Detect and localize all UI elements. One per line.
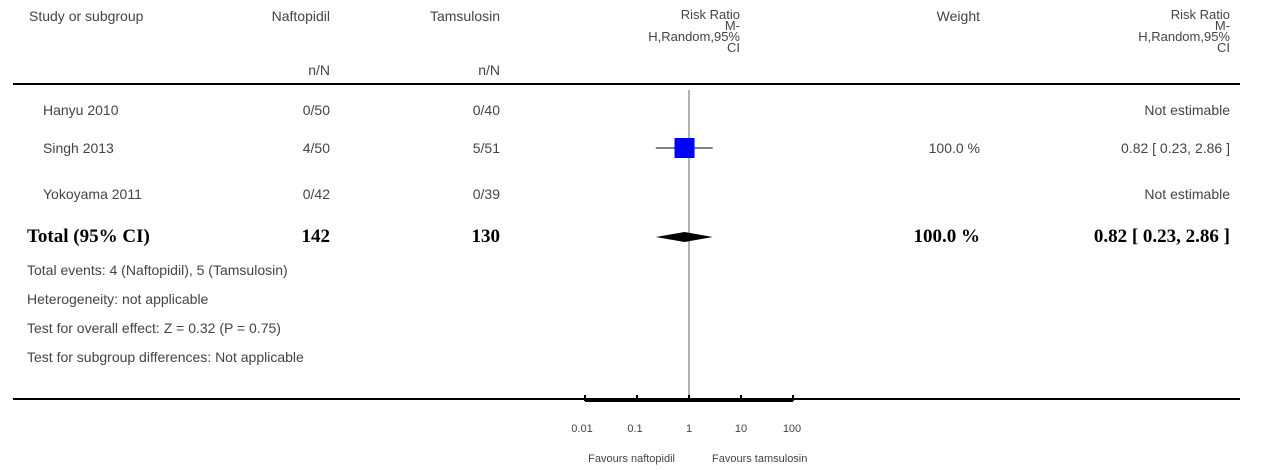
total-ci-text: 0.82 [ 0.23, 2.86 ] <box>1093 226 1230 247</box>
header-naftopidil: Naftopidil <box>271 8 330 24</box>
header-risk-ratio-text: Risk Ratio M- H,Random,95% CI <box>1138 7 1230 55</box>
footnote-overall-effect: Test for overall effect: Z = 0.32 (P = 0… <box>27 320 281 336</box>
bottom-divider <box>13 398 1240 400</box>
tick-label: 0.01 <box>571 423 593 435</box>
header-nN-tamsulosin: n/N <box>478 62 500 78</box>
header-study: Study or subgroup <box>29 8 144 24</box>
study-name: Hanyu 2010 <box>43 102 119 118</box>
tick-label: 100 <box>782 423 802 435</box>
naftopidil-events: 0/50 <box>302 102 330 118</box>
pooled-effect-diamond <box>655 232 713 242</box>
header-divider <box>13 83 1240 85</box>
tick-label: 1 <box>685 423 693 435</box>
study-name: Singh 2013 <box>43 140 114 156</box>
favours-tamsulosin-label: Favours tamsulosin <box>712 453 808 465</box>
naftopidil-events: 0/42 <box>302 186 330 202</box>
study-name: Yokoyama 2011 <box>43 186 142 202</box>
favours-naftopidil-label: Favours naftopidil <box>588 453 675 465</box>
total-tamsulosin: 130 <box>471 226 501 247</box>
footnote-total-events: Total events: 4 (Naftopidil), 5 (Tamsulo… <box>27 262 288 278</box>
tick-label: 0.1 <box>627 423 643 435</box>
tick-label: 10 <box>734 423 748 435</box>
study-ci-text: Not estimable <box>1144 186 1230 202</box>
study-effect-marker <box>674 138 695 158</box>
naftopidil-events: 4/50 <box>302 140 330 156</box>
study-ci-text: 0.82 [ 0.23, 2.86 ] <box>1121 140 1230 156</box>
footnote-subgroup-differences: Test for subgroup differences: Not appli… <box>27 349 304 365</box>
total-label: Total (95% CI) <box>27 226 150 247</box>
tamsulosin-events: 5/51 <box>472 140 500 156</box>
total-weight: 100.0 % <box>913 226 981 247</box>
header-risk-ratio-plot: Risk Ratio M- H,Random,95% CI <box>648 7 740 55</box>
tamsulosin-events: 0/39 <box>472 186 500 202</box>
study-ci-text: Not estimable <box>1144 102 1230 118</box>
study-weight: 100.0 % <box>928 140 980 156</box>
header-nN-naftopidil: n/N <box>308 62 330 78</box>
total-naftopidil: 142 <box>301 226 331 247</box>
tamsulosin-events: 0/40 <box>472 102 500 118</box>
header-weight: Weight <box>936 8 980 24</box>
footnote-heterogeneity: Heterogeneity: not applicable <box>27 291 209 307</box>
header-tamsulosin: Tamsulosin <box>429 8 500 24</box>
